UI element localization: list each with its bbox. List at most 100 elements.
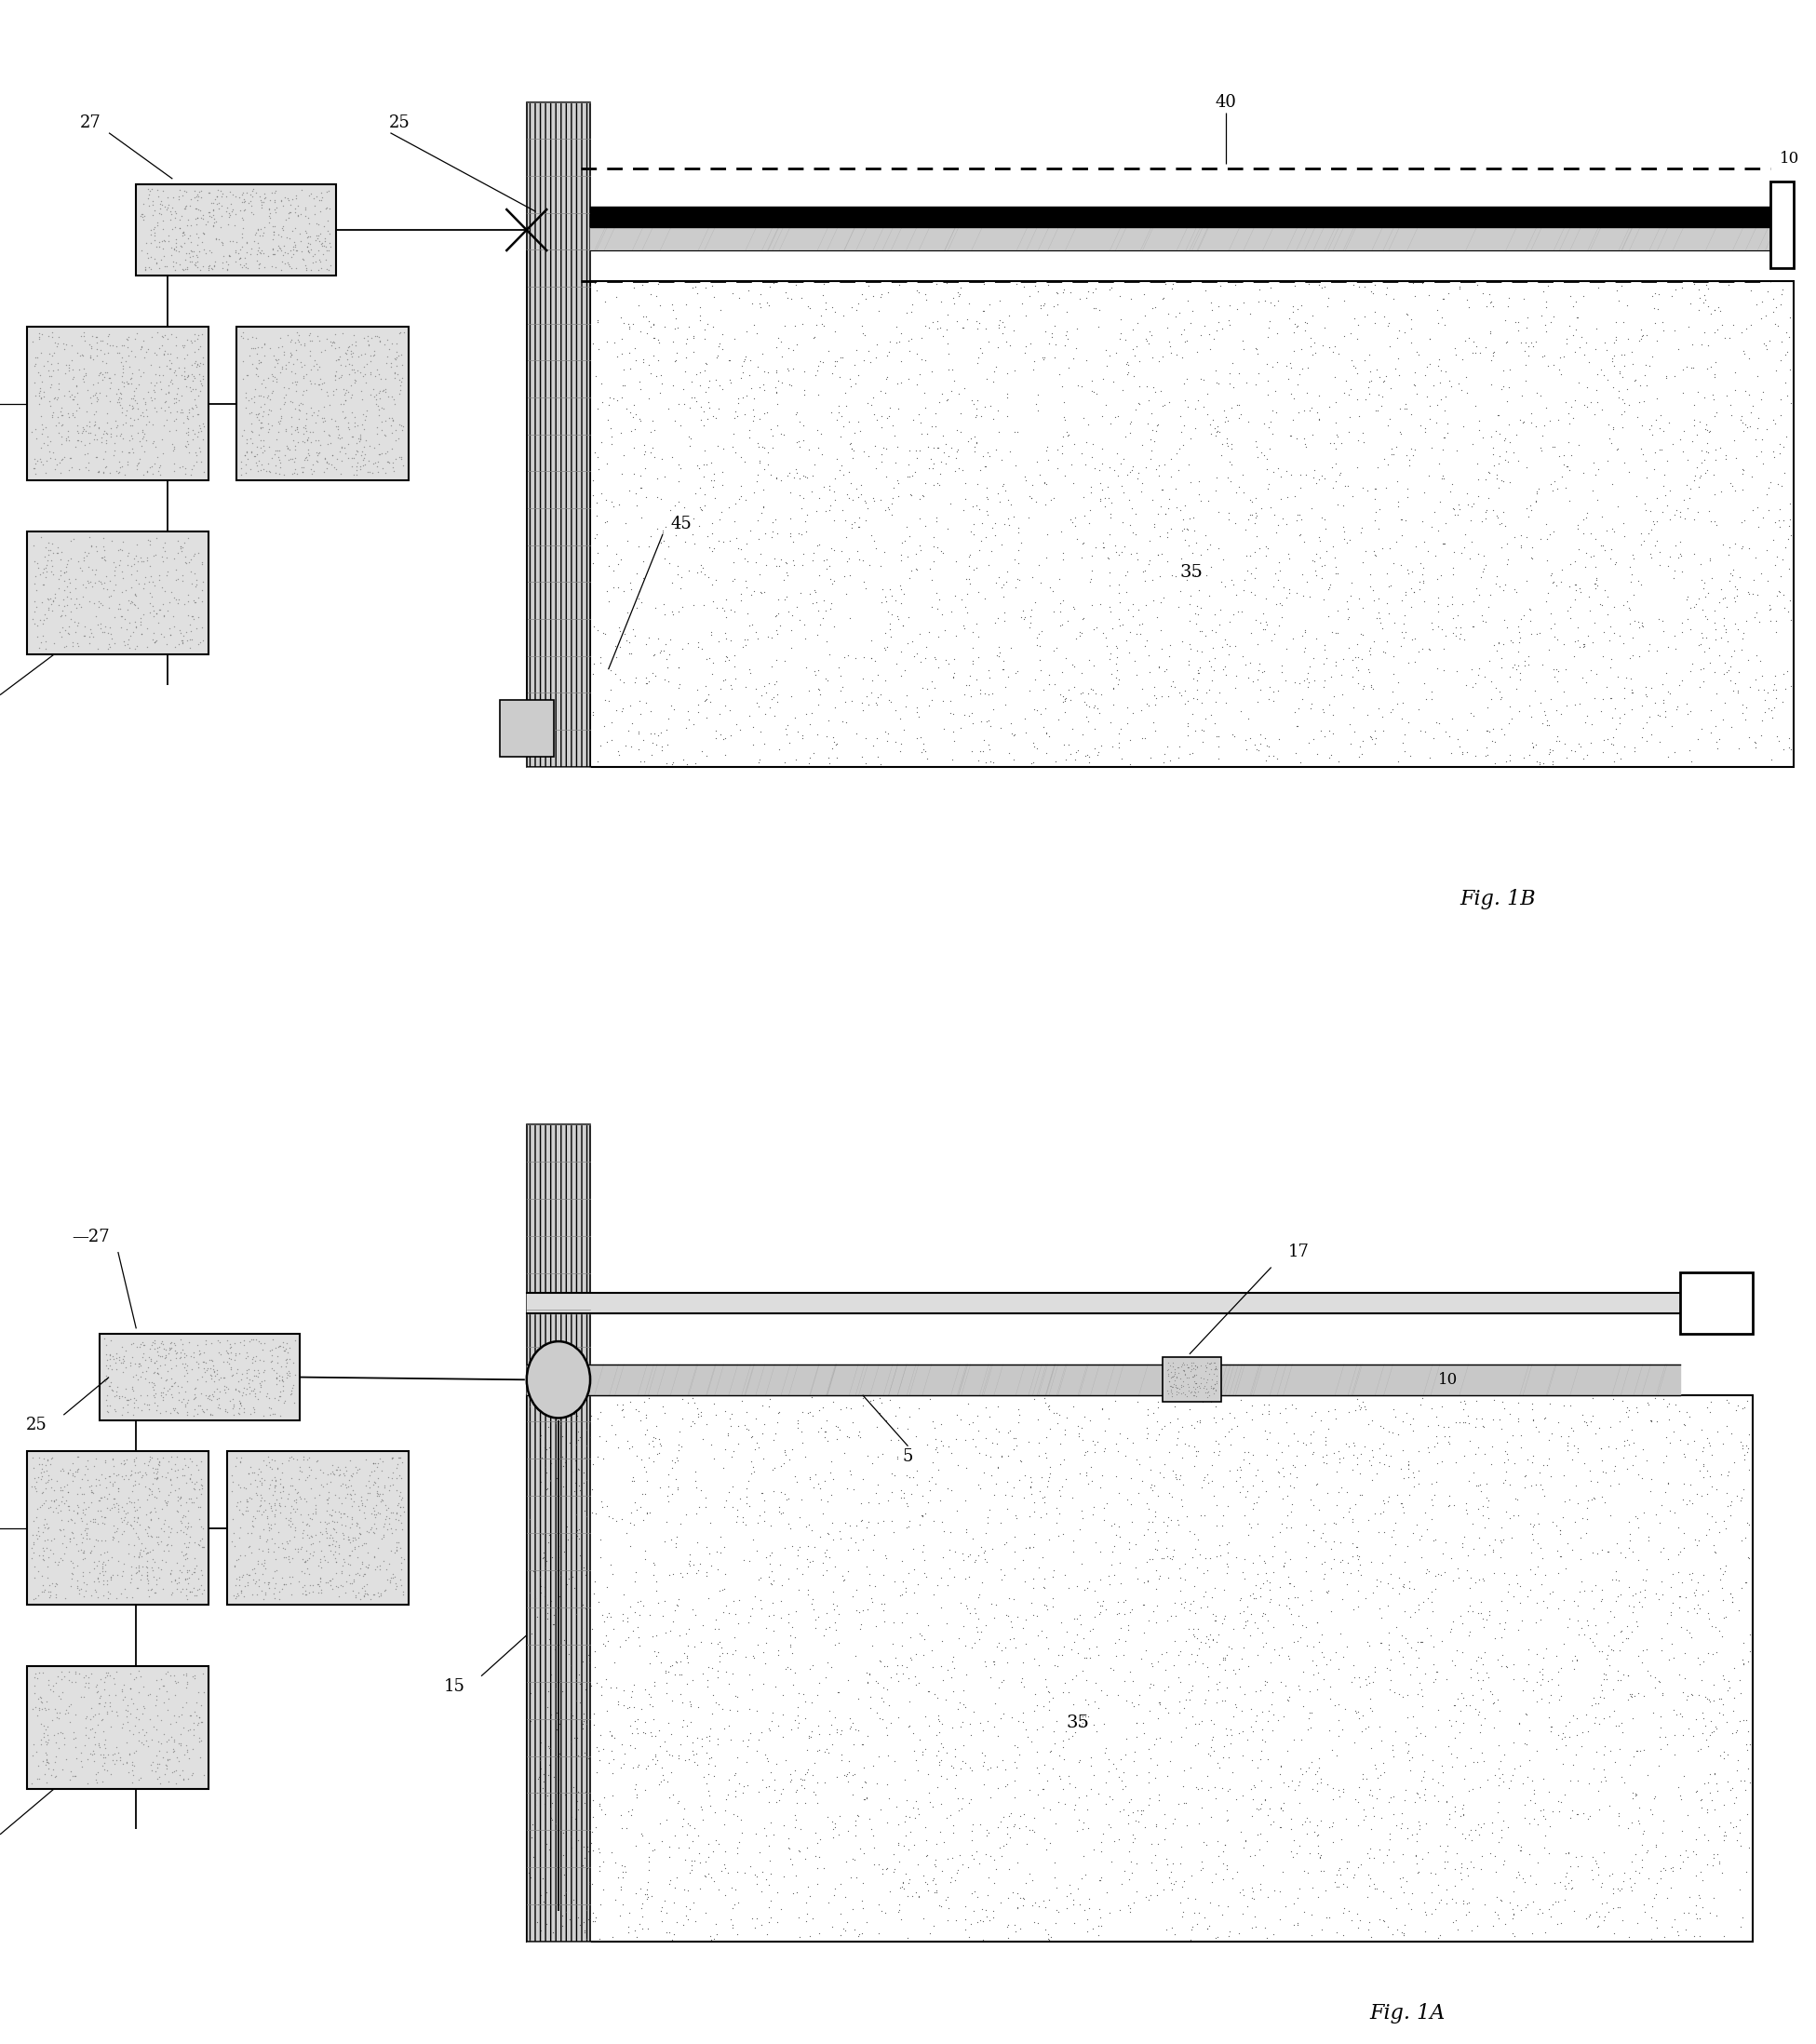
- Point: [33, 1531, 62, 1564]
- Point: [1387, 1915, 1416, 1948]
- Point: [1442, 1836, 1471, 1868]
- Point: [710, 738, 739, 771]
- Point: [1700, 595, 1729, 628]
- Point: [331, 1459, 360, 1492]
- Point: [1556, 1870, 1585, 1903]
- Point: [1484, 1903, 1513, 1936]
- Point: [781, 701, 810, 734]
- Point: [1673, 1427, 1702, 1459]
- Point: [1663, 1915, 1693, 1948]
- Point: [183, 1707, 212, 1739]
- Point: [231, 241, 260, 274]
- Point: [1162, 1378, 1191, 1410]
- Point: [1113, 356, 1142, 388]
- Point: [686, 405, 716, 437]
- Point: [1357, 638, 1386, 670]
- Point: [129, 202, 158, 235]
- Point: [53, 415, 82, 448]
- Point: [1344, 1590, 1373, 1623]
- Point: [761, 644, 790, 677]
- Point: [1587, 736, 1616, 769]
- Point: [1398, 1741, 1427, 1774]
- Point: [245, 1570, 274, 1602]
- Point: [548, 1909, 577, 1942]
- Point: [80, 419, 109, 452]
- Point: [765, 734, 794, 766]
- Point: [616, 474, 645, 507]
- Point: [370, 1574, 400, 1607]
- Point: [182, 564, 211, 597]
- Point: [1578, 1400, 1607, 1433]
- Point: [674, 1547, 703, 1580]
- Point: [1211, 1713, 1240, 1746]
- Point: [1473, 715, 1502, 748]
- Point: [169, 1549, 198, 1582]
- Point: [341, 1508, 370, 1541]
- Point: [1159, 1848, 1188, 1880]
- Point: [236, 186, 265, 219]
- Point: [104, 382, 133, 415]
- Point: [955, 562, 984, 595]
- Point: [1073, 507, 1102, 540]
- Point: [532, 1433, 561, 1466]
- Point: [294, 1576, 323, 1609]
- Point: [737, 1421, 766, 1453]
- Point: [1253, 683, 1282, 715]
- Point: [1742, 439, 1771, 472]
- Point: [285, 394, 314, 427]
- Point: [154, 1521, 183, 1553]
- Point: [538, 1658, 567, 1690]
- Point: [76, 1476, 105, 1508]
- Point: [904, 1880, 933, 1913]
- Point: [167, 625, 196, 658]
- Point: [679, 319, 708, 352]
- Point: [1762, 290, 1791, 323]
- Point: [982, 1750, 1012, 1782]
- Point: [1373, 1484, 1402, 1517]
- Point: [232, 358, 262, 390]
- Point: [765, 597, 794, 630]
- Point: [1447, 1531, 1476, 1564]
- Point: [861, 452, 890, 484]
- Point: [1157, 560, 1186, 593]
- Point: [657, 288, 686, 321]
- Point: [1660, 554, 1689, 587]
- Point: [714, 1778, 743, 1811]
- Point: [1088, 401, 1117, 433]
- Point: [1091, 491, 1120, 523]
- Point: [683, 556, 712, 589]
- Point: [38, 1537, 67, 1570]
- Point: [385, 1441, 414, 1474]
- Point: [1696, 695, 1725, 728]
- Point: [100, 358, 129, 390]
- Point: [1322, 407, 1351, 439]
- Point: [1422, 407, 1451, 439]
- Point: [617, 1793, 646, 1825]
- Point: [1529, 276, 1558, 309]
- Point: [1042, 276, 1071, 309]
- Point: [1037, 482, 1066, 515]
- Point: [937, 374, 966, 407]
- Point: [866, 1793, 895, 1825]
- Point: [225, 1445, 254, 1478]
- Point: [1275, 1592, 1304, 1625]
- Point: [303, 1443, 332, 1476]
- Point: [138, 1468, 167, 1500]
- Point: [754, 1891, 783, 1923]
- Point: [296, 233, 325, 266]
- Point: [828, 1913, 857, 1946]
- Point: [1482, 1880, 1511, 1913]
- Point: [797, 474, 826, 507]
- Point: [810, 470, 839, 503]
- Point: [1180, 560, 1209, 593]
- Point: [541, 1406, 570, 1439]
- Point: [349, 321, 378, 354]
- Point: [1081, 1600, 1110, 1633]
- Point: [180, 345, 209, 378]
- Point: [913, 1874, 943, 1907]
- Point: [1019, 1572, 1048, 1605]
- Point: [33, 1549, 62, 1582]
- Point: [1513, 300, 1542, 333]
- Point: [1380, 607, 1409, 640]
- Point: [1504, 1858, 1533, 1891]
